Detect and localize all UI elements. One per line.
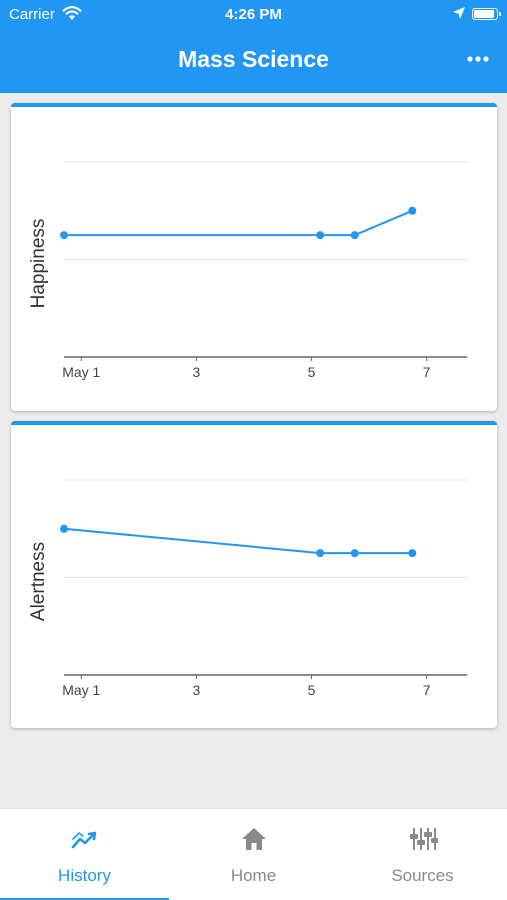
sliders-icon — [410, 828, 438, 850]
y-axis-label: Alertness — [28, 542, 49, 621]
happiness-chart-card: May 1 3 5 7 Happiness — [11, 103, 497, 411]
status-time: 4:26 PM — [225, 6, 282, 23]
data-point — [316, 549, 325, 558]
data-point — [408, 206, 417, 215]
x-tick-label: May 1 — [62, 364, 100, 380]
x-tick-label: 7 — [423, 682, 431, 698]
x-tick-label: 5 — [308, 682, 316, 698]
carrier-label: Carrier — [9, 6, 55, 23]
x-tick-label: 3 — [193, 682, 201, 698]
location-arrow-icon — [453, 7, 465, 19]
data-point — [60, 231, 68, 240]
tab-history-label: History — [58, 866, 111, 885]
x-tick-label: 3 — [193, 364, 201, 380]
series-line — [63, 527, 413, 555]
tab-sources[interactable]: Sources — [338, 809, 507, 900]
home-icon — [242, 828, 266, 850]
data-point — [60, 524, 68, 533]
happiness-chart: May 1 3 5 7 Happiness — [28, 161, 467, 380]
tab-history[interactable]: History — [0, 809, 169, 900]
y-axis-label: Happiness — [28, 219, 49, 309]
app-header: Carrier 4:26 PM Mass Science — [0, 0, 507, 93]
data-point — [350, 549, 359, 558]
tab-home[interactable]: Home — [169, 809, 338, 900]
status-bar: Carrier 4:26 PM — [0, 0, 507, 28]
trend-chart-icon — [71, 831, 97, 849]
data-point — [316, 231, 325, 240]
series-line — [64, 209, 413, 237]
x-tick-label: May 1 — [62, 682, 100, 698]
more-options-icon[interactable] — [466, 52, 490, 66]
battery-icon — [472, 8, 501, 20]
alertness-chart: May 1 3 5 7 Alertness — [28, 479, 467, 698]
x-tick-label: 5 — [308, 364, 316, 380]
data-point — [350, 231, 359, 240]
wifi-icon — [62, 6, 82, 20]
active-tab-indicator — [0, 898, 169, 900]
page-title: Mass Science — [178, 46, 329, 72]
tab-bar: History Home Sources — [0, 808, 507, 900]
data-point — [408, 549, 417, 558]
x-tick-label: 7 — [423, 364, 431, 380]
tab-sources-label: Sources — [391, 866, 454, 885]
alertness-chart-card: May 1 3 5 7 Alertness — [11, 421, 497, 728]
tab-home-label: Home — [230, 866, 277, 885]
